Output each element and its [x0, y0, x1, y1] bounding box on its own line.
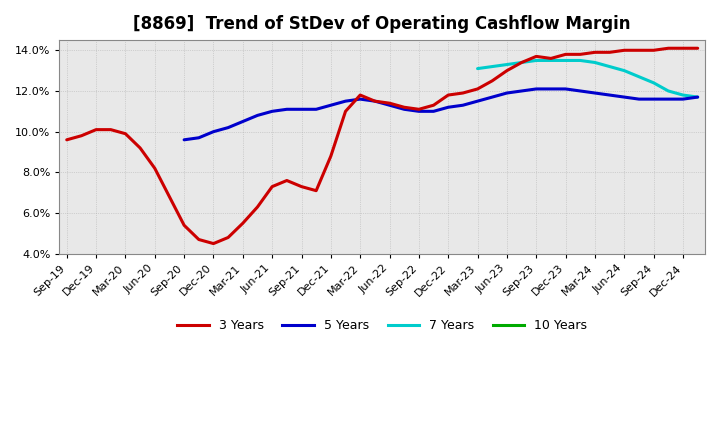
Legend: 3 Years, 5 Years, 7 Years, 10 Years: 3 Years, 5 Years, 7 Years, 10 Years: [173, 314, 592, 337]
Title: [8869]  Trend of StDev of Operating Cashflow Margin: [8869] Trend of StDev of Operating Cashf…: [133, 15, 631, 33]
